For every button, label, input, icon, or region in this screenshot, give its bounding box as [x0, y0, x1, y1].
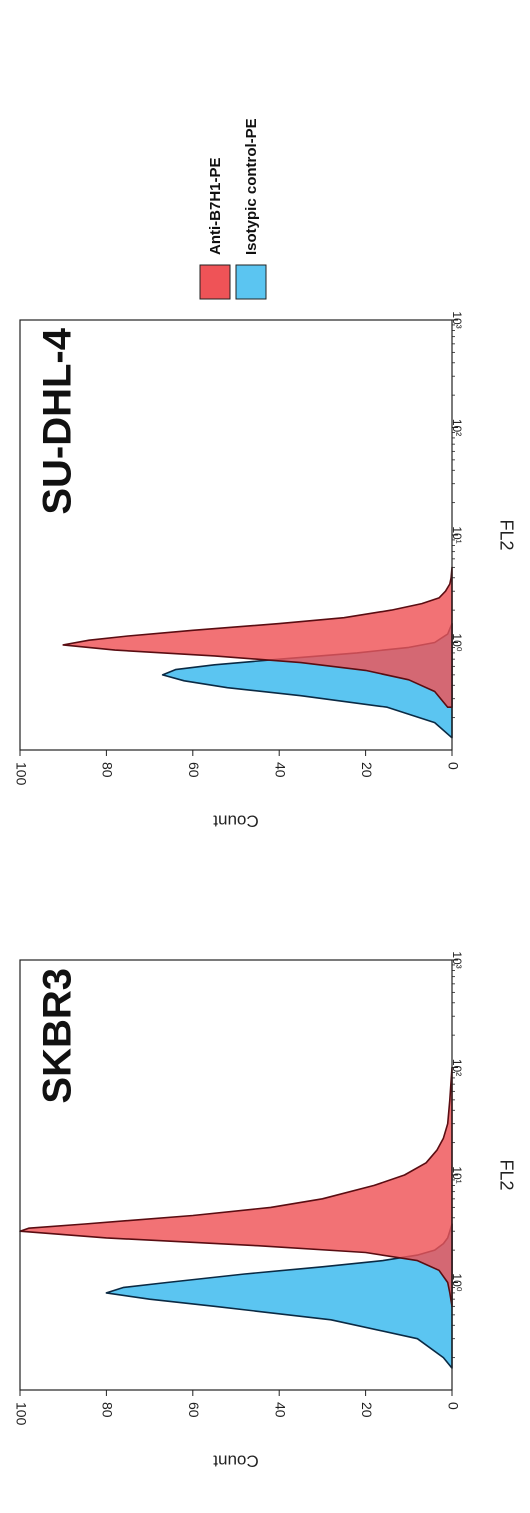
panel-title-0: SKBR3	[36, 968, 80, 1104]
count-tick-label-1-5: 100	[13, 762, 29, 786]
count-tick-label-1-1: 20	[359, 762, 375, 778]
series-anti-area-0	[19, 1066, 453, 1308]
legend-swatch-1	[235, 264, 267, 300]
fl2-tick-label-0-1: 10¹	[450, 1166, 464, 1183]
panel-title-1: SU-DHL-4	[36, 327, 80, 514]
legend-swatch-0	[199, 264, 231, 300]
panel-0: 0 20 40 60 80 100 10⁰ 10¹ 10² 10³ FL2 Count SKBR3	[13, 951, 516, 1470]
count-tick-label-0-5: 100	[13, 1402, 29, 1426]
legend: Anti-B7H1-PE Isotypic control-PE	[199, 118, 267, 300]
fl2-tick-label-0-2: 10²	[450, 1059, 464, 1076]
count-tick-label-1-4: 80	[100, 762, 116, 778]
fl2-tick-label-1-1: 10¹	[450, 526, 464, 543]
panel-1: 0 20 40 60 80 100 10⁰ 10¹ 10² 10³ FL2 Count SU-DHL-4	[13, 311, 516, 830]
legend-label-0: Anti-B7H1-PE	[207, 157, 224, 255]
count-axis-label-1: Count	[213, 812, 259, 831]
count-axis-label-0: Count	[213, 1452, 259, 1471]
count-tick-label-0-0: 0	[445, 1402, 461, 1410]
fl2-axis-label-0: FL2	[496, 1159, 516, 1190]
fl2-tick-label-0-0: 10⁰	[450, 1273, 464, 1291]
fl2-tick-label-0-3: 10³	[450, 951, 464, 968]
fl2-tick-label-1-0: 10⁰	[450, 633, 464, 651]
count-tick-label-1-0: 0	[445, 762, 461, 770]
fl2-tick-label-1-3: 10³	[450, 311, 464, 328]
series-anti-area-1	[62, 566, 453, 709]
count-tick-label-0-2: 40	[272, 1402, 288, 1418]
count-tick-label-1-2: 40	[272, 762, 288, 778]
legend-label-1: Isotypic control-PE	[243, 118, 260, 255]
fl2-tick-label-1-2: 10²	[450, 419, 464, 436]
count-tick-label-1-3: 60	[186, 762, 202, 778]
fl2-axis-label-1: FL2	[496, 519, 516, 550]
count-tick-label-0-3: 60	[186, 1402, 202, 1418]
count-tick-label-0-1: 20	[359, 1402, 375, 1418]
count-tick-label-0-4: 80	[100, 1402, 116, 1418]
